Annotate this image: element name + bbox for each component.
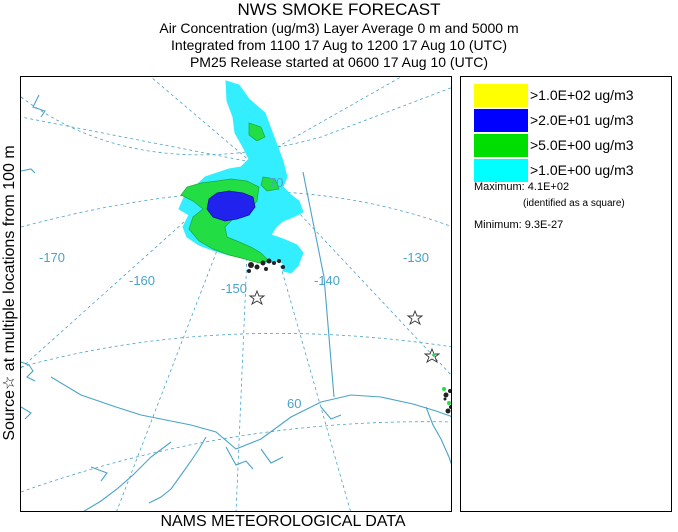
latitude-label-60: 60: [287, 396, 301, 411]
integration-period: Integrated from 1100 17 Aug to 1200 17 A…: [171, 37, 507, 53]
latitude-label-70: 70: [269, 175, 283, 190]
legend-item-green: >5.0E+00 ug/m3: [474, 134, 669, 157]
legend-label: >1.0E+00 ug/m3: [530, 162, 634, 178]
longitude-label-130: -130: [403, 250, 429, 265]
longitude-label-170: -170: [39, 250, 65, 265]
legend-label: >5.0E+00 ug/m3: [530, 137, 634, 153]
smoke-map: -170 -160 -150 -140 -130 70 60: [20, 76, 452, 512]
minimum-value: Minimum: 9.3E-27: [474, 219, 564, 231]
legend-item-yellow: >1.0E+02 ug/m3: [474, 84, 669, 107]
forecast-title: NWS SMOKE FORECAST: [237, 0, 441, 19]
source-clusters: [247, 258, 451, 414]
legend-item-cyan: >1.0E+00 ug/m3: [474, 159, 669, 182]
longitude-label-140: -140: [314, 273, 340, 288]
legend-swatch-yellow: [474, 84, 528, 107]
border-line: [302, 171, 335, 398]
source-location-label: Source☆ at multiple locations from 100 m: [1, 145, 18, 441]
legend-label: >2.0E+01 ug/m3: [530, 112, 634, 128]
plume-green-southeast: [432, 353, 451, 405]
legend-label: >1.0E+02 ug/m3: [530, 87, 634, 103]
legend-panel: >1.0E+02 ug/m3 >2.0E+01 ug/m3 >5.0E+00 u…: [460, 76, 672, 512]
legend-swatch-cyan: [474, 159, 528, 182]
concentration-subtitle: Air Concentration (ug/m3) Layer Average …: [159, 20, 519, 36]
release-info: PM25 Release started at 0600 17 Aug 10 (…: [189, 54, 489, 70]
legend-item-blue: >2.0E+01 ug/m3: [474, 109, 669, 132]
maximum-value: Maximum: 4.1E+02: [474, 181, 570, 193]
meteorological-data-label: NAMS METEOROLOGICAL DATA: [160, 513, 406, 530]
coastline: [21, 94, 451, 511]
longitude-label-150: -150: [221, 281, 247, 296]
longitude-label-160: -160: [129, 273, 155, 288]
plume-blue: [206, 190, 256, 222]
legend-swatch-green: [474, 134, 528, 157]
legend-swatch-blue: [474, 109, 528, 132]
source-stars: [248, 289, 441, 364]
maximum-note: (identified as a square): [523, 198, 625, 209]
